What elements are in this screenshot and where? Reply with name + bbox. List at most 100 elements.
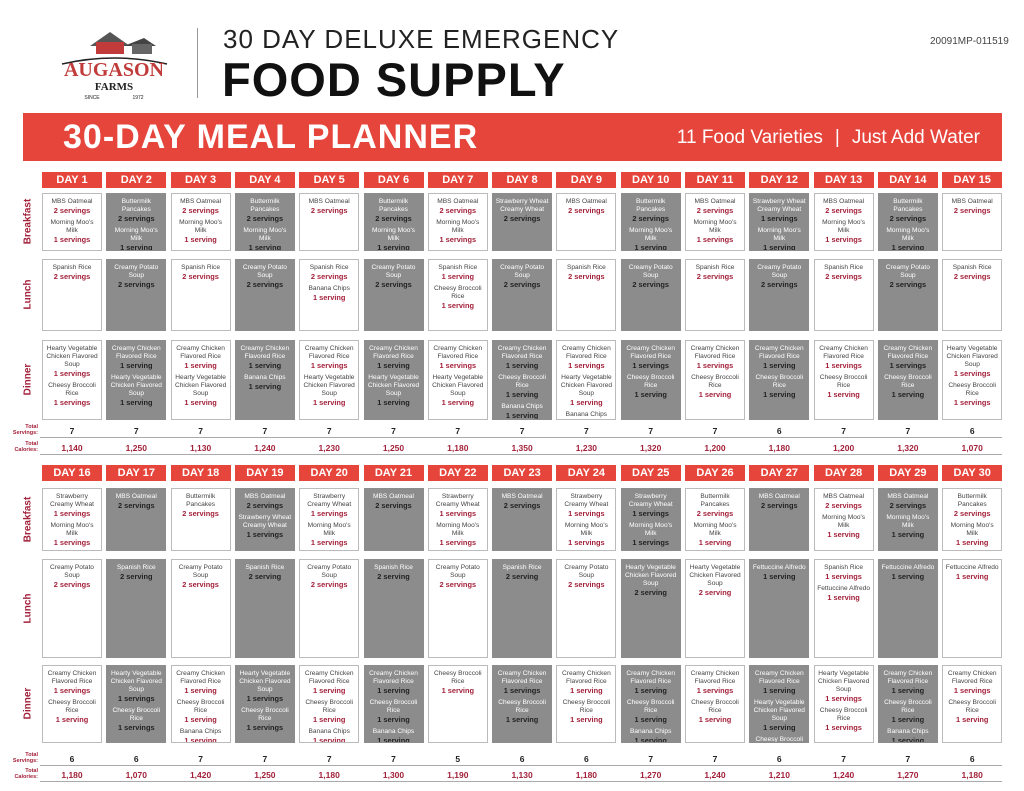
meal-cell: Creamy Chicken Flavored Rice 1 servings Ch…: [942, 665, 1003, 743]
servings: 1 serving: [827, 593, 860, 602]
day-header: DAY 5: [299, 172, 360, 188]
meal-cell: Strawberry Creamy Wheat 1 servings Morning…: [556, 488, 617, 551]
total-servings: 7: [326, 426, 332, 436]
food-item: Cheesy Broccoli Rice: [433, 670, 482, 685]
servings: 1 serving: [763, 243, 796, 251]
food-item: MBS Oatmeal: [951, 198, 993, 205]
food-item: Cheesy Broccoli Rice: [626, 374, 675, 389]
servings: 1 serving: [184, 235, 217, 244]
food-item: Creamy Chicken Flavored Rice: [626, 345, 676, 360]
total-servings: 7: [584, 426, 589, 436]
food-item: Banana Chips: [887, 728, 929, 735]
servings: 1 servings: [246, 694, 284, 703]
day-header: DAY 20: [299, 465, 360, 481]
servings: 2 servings: [632, 214, 669, 223]
food-item: Creamy Chicken Flavored Rice: [369, 345, 418, 360]
servings: 1 servings: [568, 538, 605, 547]
food-item: Creamy Potato Soup: [885, 264, 930, 279]
food-item: Banana Chips: [565, 411, 608, 418]
servings: 1 serving: [184, 686, 217, 695]
meal-cell: Creamy Potato Soup 2 servings: [170, 559, 231, 658]
food-item: Spanish Rice: [374, 564, 413, 571]
meal-cell: Hearty Vegetable Chicken Flavored Soup 1 …: [942, 340, 1003, 420]
total-calories-label: Total Calories:: [14, 441, 38, 453]
servings: 2 servings: [310, 580, 348, 589]
total-servings: 6: [776, 754, 782, 764]
title-line1: 30 DAY DELUXE EMERGENCY: [223, 24, 620, 54]
servings: 2 servings: [696, 206, 734, 215]
food-item: Creamy Chicken Flavored Rice: [690, 670, 740, 685]
servings: 2 servings: [53, 580, 91, 589]
total-servings: 7: [262, 754, 268, 764]
servings: 1 serving: [891, 530, 925, 539]
meal-cell: Creamy Chicken Flavored Rice 1 servings Ch…: [492, 665, 553, 743]
total-calories: 1,270: [897, 770, 919, 780]
servings: 2 servings: [182, 509, 219, 518]
servings: 1 servings: [53, 235, 91, 244]
servings: 1 serving: [955, 538, 989, 547]
day-header: DAY 6: [363, 172, 424, 188]
day-header: DAY 4: [234, 172, 295, 188]
total-calories: 1,300: [382, 770, 405, 780]
meal-cell: Creamy Chicken Flavored Rice 1 serving Che…: [556, 665, 617, 743]
food-item: Hearty Vegetable Chicken Flavored Soup: [303, 374, 355, 397]
food-item: MBS Oatmeal: [115, 493, 157, 500]
food-item: Hearty Vegetable Chicken Flavored Soup: [817, 670, 870, 693]
food-item: Fettuccine Alfredo: [881, 564, 935, 571]
food-item: Morning Moo's Milk: [564, 522, 608, 537]
servings: 1 serving: [120, 243, 153, 251]
food-item: Creamy Potato Soup: [757, 264, 802, 279]
food-item: Buttermilk Pancakes: [957, 493, 987, 508]
food-item: Creamy Chicken Flavored Rice: [240, 345, 290, 360]
servings: 1 serving: [891, 715, 925, 724]
servings: 1 serving: [377, 398, 410, 407]
total-servings: 7: [841, 754, 846, 764]
food-item: Morning Moo's Milk: [950, 522, 994, 537]
total-calories: 1,230: [318, 443, 340, 453]
servings: 1 serving: [698, 390, 732, 399]
food-item: Creamy Potato Soup: [114, 264, 159, 279]
meal-cell: Buttermilk Pancakes 2 servings Morning Moo…: [685, 488, 745, 551]
servings: 1 serving: [377, 243, 410, 251]
day-header: DAY 19: [234, 465, 295, 481]
meal-cell: Creamy Chicken Flavored Rice 1 servings He…: [299, 340, 360, 420]
food-item: Creamy Potato Soup: [178, 564, 223, 579]
meal-cell: Creamy Chicken Flavored Rice 1 serving Hea…: [106, 340, 167, 420]
food-item: Buttermilk Pancakes: [893, 198, 923, 213]
row-label: Breakfast: [22, 496, 34, 542]
total-servings: 7: [391, 754, 396, 764]
food-item: Creamy Chicken Flavored Rice: [754, 345, 804, 360]
total-servings: 7: [326, 754, 332, 764]
meal-cell: MBS Oatmeal 2 servings Morning Moo's Milk 1…: [170, 193, 231, 251]
food-item: Hearty Vegetable Chicken Flavored Soup: [110, 670, 162, 693]
day-header: DAY 10: [620, 172, 681, 188]
row-label: Breakfast: [22, 198, 34, 245]
servings: 1 servings: [246, 530, 284, 539]
servings: 2 servings: [375, 214, 412, 223]
servings: 1 serving: [441, 301, 475, 310]
meal-cell: Spanish Rice 2 serving: [234, 559, 295, 658]
food-item: Spanish Rice: [502, 564, 542, 571]
servings: 1 servings: [53, 369, 91, 378]
food-item: Creamy Chicken Flavored Rice: [176, 345, 225, 360]
servings: 1 servings: [889, 361, 927, 370]
meal-cell: Creamy Chicken Flavored Rice 1 serving Che…: [363, 665, 424, 743]
total-calories: 1,180: [961, 770, 983, 780]
total-calories: 1,230: [575, 443, 598, 453]
servings: 1 servings: [439, 235, 477, 244]
total-calories: 1,200: [832, 443, 855, 453]
servings: 1 servings: [439, 361, 477, 370]
meal-cell: MBS Oatmeal 2 servings: [492, 488, 553, 551]
food-item: Cheesy Broccoli Rice: [884, 699, 932, 714]
tagline: Just Add Water: [851, 127, 980, 148]
servings: 1 serving: [505, 715, 539, 724]
food-item: Cheesy Broccoli Rice: [369, 699, 418, 714]
servings: 2 servings: [503, 280, 541, 289]
day-header: DAY 9: [556, 172, 617, 188]
meal-cell: Spanish Rice 2 servings Banana Chips 1 serv…: [299, 259, 360, 331]
food-item: Cheesy Broccoli Rice: [498, 374, 546, 389]
meal-cell: Spanish Rice 1 serving Cheesy Broccoli Ric…: [427, 259, 488, 331]
servings: 1 serving: [634, 715, 667, 724]
meal-cell: Creamy Chicken Flavored Rice 1 serving Che…: [620, 665, 681, 743]
